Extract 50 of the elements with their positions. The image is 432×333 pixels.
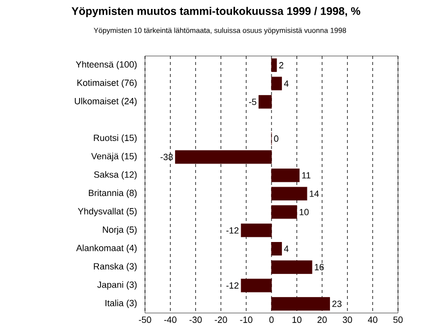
bar <box>240 224 272 238</box>
y-tick-label: Ruotsi (15) <box>94 134 137 143</box>
x-tick-label: 20 <box>318 316 327 323</box>
y-tick-label: Yhdysvallat (5) <box>78 208 137 216</box>
x-tick-label: -40 <box>164 316 176 323</box>
data-label: 2 <box>279 62 284 68</box>
x-tick-label: -20 <box>214 316 228 323</box>
y-tick-label: Japani (3) <box>97 281 137 290</box>
y-tick-label: Alankomaat (4) <box>76 244 137 253</box>
x-tick-label: 0 <box>269 316 274 323</box>
x-tick-label: -30 <box>190 316 202 323</box>
y-tick-label: Ranska (3) <box>94 262 137 272</box>
data-label: 14 <box>310 190 319 197</box>
y-tick-label: Italia (3) <box>106 300 137 308</box>
data-label: 4 <box>284 246 289 252</box>
x-tick-label: 40 <box>368 316 378 323</box>
bar <box>175 150 272 164</box>
data-label: -5 <box>249 98 256 106</box>
x-tick-label: 30 <box>342 316 352 323</box>
data-label: 4 <box>284 80 289 87</box>
x-tick-label: -10 <box>240 316 252 323</box>
bar <box>271 186 308 200</box>
chart-title: Yöpymisten muutos tammi-toukokuussa 1999 / 1998, % <box>72 6 360 18</box>
data-label: 11 <box>302 172 310 178</box>
x-tick-label: 10 <box>292 316 302 323</box>
data-label: 0 <box>274 135 278 142</box>
bar <box>271 205 298 219</box>
data-label: -38 <box>160 154 173 160</box>
bar <box>258 95 272 109</box>
bar <box>271 58 277 72</box>
bar <box>271 260 312 274</box>
y-tick-label: Ulkomaiset (24) <box>74 98 137 106</box>
y-tick-label: Britannia (8) <box>88 189 137 198</box>
data-label: 23 <box>332 300 342 308</box>
y-tick-label: Kotimaiset (76) <box>77 79 137 88</box>
y-tick-label: Yhteensä (100) <box>76 60 137 70</box>
y-tick-label: Saksa (12) <box>94 171 137 180</box>
y-tick-label: Venäjä (15) <box>91 152 137 162</box>
data-label: -12 <box>226 282 238 289</box>
bar <box>271 242 282 256</box>
data-label: 10 <box>300 208 309 216</box>
x-tick-label: 50 <box>393 316 403 323</box>
x-tick-label: -50 <box>138 316 152 323</box>
data-label: 16 <box>314 264 324 270</box>
bar <box>271 297 330 311</box>
bar <box>271 168 300 182</box>
bar <box>271 76 282 90</box>
data-label: -12 <box>226 227 238 234</box>
y-tick-label: Norja (5) <box>102 226 137 235</box>
bar <box>240 278 272 292</box>
